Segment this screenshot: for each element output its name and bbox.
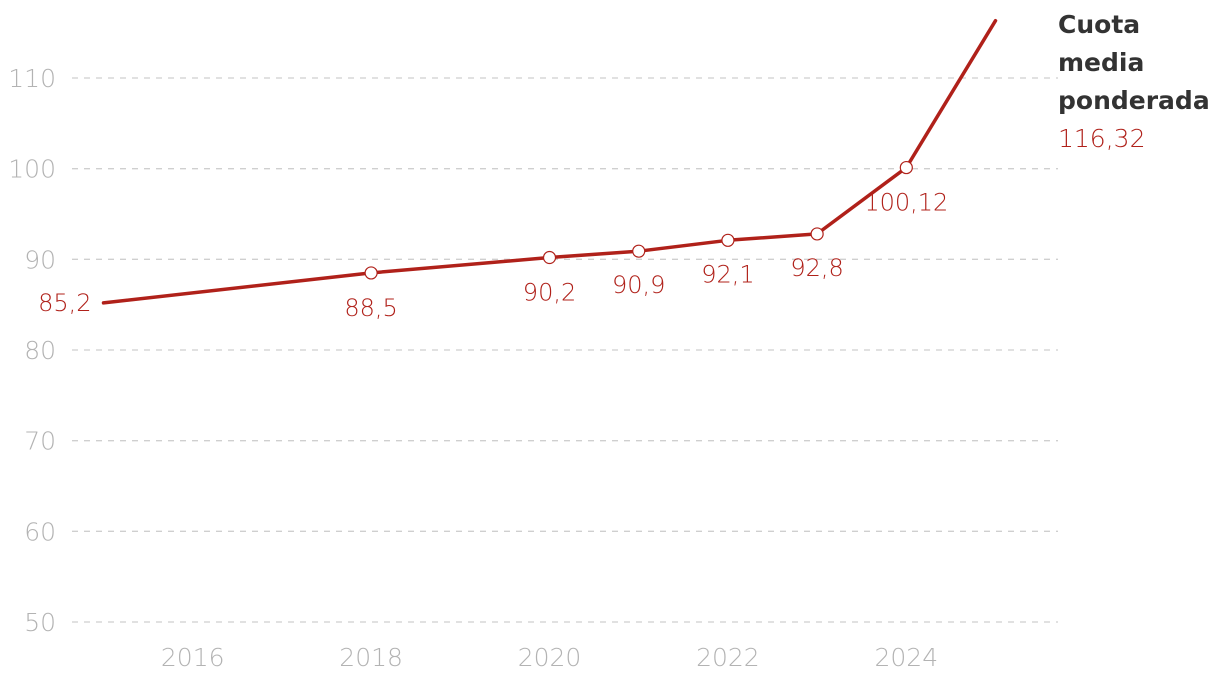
series-name-line-3: ponderada	[1058, 86, 1210, 115]
data-label-2020: 90,2	[523, 279, 576, 307]
series-cuota-media-ponderada: 85,2 88,5 90,2 90,9 92,1 92,8 100,12	[38, 18, 998, 322]
data-label-2022: 92,1	[701, 260, 754, 288]
x-axis: 2016 2018 2020 2022 2024	[161, 643, 938, 672]
y-tick-label-50: 50	[24, 608, 56, 637]
y-axis: 50 60 70 80 90 100 110	[8, 64, 56, 637]
point-marker-2020	[542, 250, 557, 265]
point-markers	[364, 160, 913, 280]
y-tick-label-90: 90	[24, 245, 56, 274]
data-label-2021: 90,9	[612, 271, 665, 299]
x-tick-label-2016: 2016	[161, 643, 225, 672]
x-tick-label-2022: 2022	[696, 643, 760, 672]
point-marker-2024	[899, 160, 913, 175]
series-name-line-1: Cuota	[1058, 10, 1140, 39]
y-tick-label-100: 100	[8, 155, 56, 184]
series-end-label: Cuota media ponderada 116,32	[1058, 10, 1210, 153]
x-tick-label-2018: 2018	[339, 643, 403, 672]
x-tick-label-2024: 2024	[875, 643, 939, 672]
y-tick-label-110: 110	[8, 64, 56, 93]
series-line	[101, 18, 998, 305]
x-tick-label-2020: 2020	[518, 643, 582, 672]
series-name-line-2: media	[1058, 48, 1144, 77]
data-label-2015: 85,2	[38, 289, 91, 317]
point-marker-2023	[810, 227, 824, 241]
gridlines	[72, 77, 1058, 623]
series-last-value: 116,32	[1058, 124, 1145, 153]
data-label-2024: 100,12	[864, 189, 948, 217]
point-labels: 85,2 88,5 90,2 90,9 92,1 92,8 100,12	[38, 189, 948, 322]
y-tick-label-60: 60	[24, 517, 56, 546]
point-marker-2021	[632, 244, 646, 258]
data-label-2023: 92,8	[790, 254, 843, 282]
point-marker-2018	[364, 266, 378, 280]
data-label-2018: 88,5	[344, 294, 397, 322]
y-tick-label-70: 70	[24, 427, 56, 456]
y-tick-label-80: 80	[24, 336, 56, 365]
point-marker-2022	[721, 233, 735, 247]
